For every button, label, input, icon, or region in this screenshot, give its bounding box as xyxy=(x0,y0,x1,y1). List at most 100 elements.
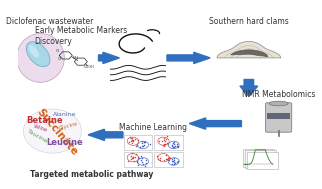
Point xyxy=(171,141,176,144)
Text: Cl: Cl xyxy=(56,49,60,53)
Point xyxy=(144,162,149,165)
Point xyxy=(161,142,166,145)
Point xyxy=(139,156,145,159)
Point xyxy=(137,157,142,160)
Text: Diclofenac wastewater: Diclofenac wastewater xyxy=(6,17,93,26)
Point xyxy=(172,159,177,162)
Point xyxy=(135,144,140,147)
Point xyxy=(141,144,147,147)
Point xyxy=(159,139,164,143)
Point xyxy=(134,161,139,164)
Point xyxy=(161,139,166,142)
Text: NH: NH xyxy=(72,56,78,60)
Point xyxy=(162,139,167,142)
Point xyxy=(170,144,175,147)
Point xyxy=(141,140,146,143)
Point xyxy=(175,160,180,163)
Point xyxy=(156,157,161,160)
Bar xyxy=(243,149,274,167)
Point xyxy=(129,142,134,145)
Text: Early Metabolic Markers
Discovery: Early Metabolic Markers Discovery xyxy=(34,26,127,46)
Point xyxy=(130,156,136,159)
Text: Glycine: Glycine xyxy=(59,122,79,131)
Point xyxy=(139,160,145,163)
Text: Southern hard clams: Southern hard clams xyxy=(209,17,289,26)
Point xyxy=(147,143,153,146)
Point xyxy=(135,139,140,142)
Point xyxy=(142,141,147,144)
Bar xyxy=(155,152,183,167)
Point xyxy=(170,142,175,145)
FancyArrow shape xyxy=(167,52,210,64)
Point xyxy=(135,155,140,158)
Point xyxy=(174,143,179,146)
Point xyxy=(165,142,170,145)
Point xyxy=(128,140,134,143)
Point xyxy=(158,157,163,160)
FancyArrow shape xyxy=(99,52,119,64)
Point xyxy=(167,157,172,160)
Text: Cl: Cl xyxy=(58,57,62,61)
Point xyxy=(129,136,134,139)
Point xyxy=(172,145,177,148)
Point xyxy=(170,146,175,149)
Point xyxy=(157,158,162,161)
Text: Leucine: Leucine xyxy=(46,138,83,147)
Ellipse shape xyxy=(17,33,64,82)
Point xyxy=(132,156,137,159)
Point xyxy=(128,155,133,158)
FancyArrow shape xyxy=(240,80,258,96)
Text: Betaine: Betaine xyxy=(27,116,63,125)
Point xyxy=(142,164,147,167)
Point xyxy=(168,157,173,160)
Point xyxy=(128,157,134,160)
Point xyxy=(166,156,171,159)
Point xyxy=(175,161,180,164)
Point xyxy=(171,160,176,163)
Text: Targeted metabolic pathway: Targeted metabolic pathway xyxy=(30,170,154,180)
Point xyxy=(129,137,134,140)
Text: Alanine: Alanine xyxy=(52,112,76,117)
Point xyxy=(172,162,177,165)
Point xyxy=(170,163,175,166)
Point xyxy=(166,155,172,158)
Point xyxy=(169,160,175,163)
Point xyxy=(170,145,175,148)
Point xyxy=(140,163,146,166)
Point xyxy=(132,138,137,141)
Point xyxy=(155,154,160,157)
Ellipse shape xyxy=(26,42,50,67)
Point xyxy=(156,139,162,142)
Polygon shape xyxy=(217,41,281,58)
Point xyxy=(127,136,132,139)
Point xyxy=(163,142,168,145)
Point xyxy=(144,158,149,161)
Point xyxy=(160,144,166,147)
Point xyxy=(173,161,178,164)
Point xyxy=(135,159,140,162)
FancyArrow shape xyxy=(189,118,242,129)
Bar xyxy=(247,152,278,169)
Bar xyxy=(124,152,152,167)
Point xyxy=(175,144,180,147)
Point xyxy=(125,160,130,163)
Point xyxy=(138,146,143,149)
Point xyxy=(139,145,144,148)
Point xyxy=(161,144,166,147)
Text: Machine Learning: Machine Learning xyxy=(119,123,187,132)
Point xyxy=(175,145,180,148)
Point xyxy=(161,159,166,162)
Ellipse shape xyxy=(269,101,288,106)
Point xyxy=(129,138,135,141)
Bar xyxy=(155,135,183,150)
Point xyxy=(138,159,144,162)
Point xyxy=(166,159,172,162)
Text: NMR Metabolomics: NMR Metabolomics xyxy=(242,90,315,99)
Point xyxy=(163,137,168,140)
Text: Valine: Valine xyxy=(33,123,48,133)
Ellipse shape xyxy=(29,45,39,57)
Point xyxy=(170,158,175,161)
Bar xyxy=(267,113,290,119)
Point xyxy=(173,144,178,147)
Point xyxy=(130,139,136,142)
